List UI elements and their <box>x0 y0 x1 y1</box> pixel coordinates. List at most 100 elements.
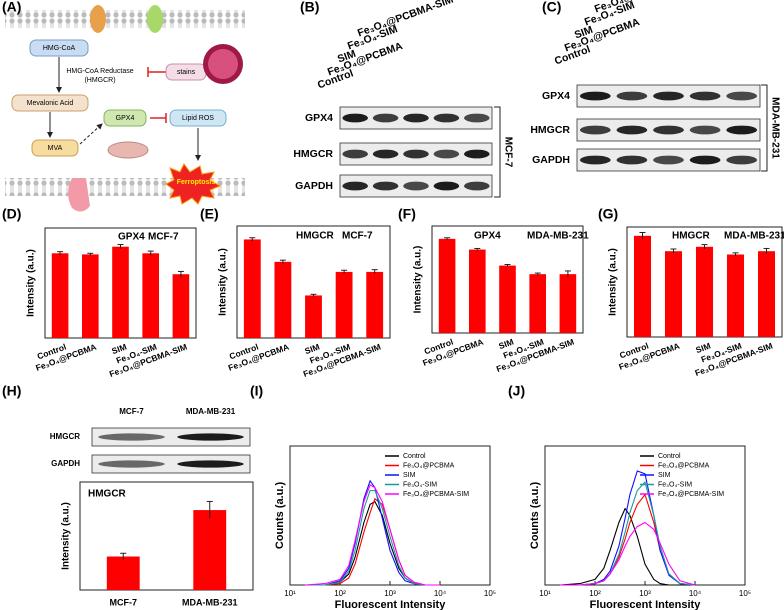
bar <box>193 510 227 590</box>
legend-label: Fe₃O₄-SIM <box>658 481 692 488</box>
y-axis-label: Intensity (a.u.) <box>608 248 619 316</box>
row-label: GPX4 <box>305 112 333 124</box>
bar <box>81 254 99 338</box>
lane-label: MCF-7 <box>119 407 144 416</box>
x-tick-label: SIM <box>694 341 712 356</box>
band <box>342 113 368 123</box>
legend-label: Control <box>658 453 681 460</box>
panel-label: (B) <box>300 0 319 15</box>
legend-label: SIM <box>658 472 671 479</box>
panel-label: (H) <box>2 383 21 399</box>
legend-label: Fe₃O₄@PCBMA-SIM <box>658 491 724 498</box>
x-tick-label: 10⁵ <box>739 589 751 598</box>
y-axis-label: Intensity (a.u.) <box>413 246 424 314</box>
cell-line-label: MDA-MB-231 <box>769 97 780 159</box>
axis-frame <box>79 481 254 591</box>
band <box>689 91 721 101</box>
bar <box>695 246 714 337</box>
panel-label: (A) <box>2 0 21 15</box>
row-label: HMGCR <box>50 432 80 441</box>
lane-label: MDA-MB-231 <box>186 407 236 416</box>
bar <box>243 239 261 338</box>
node <box>31 139 79 157</box>
band <box>403 149 429 159</box>
panel-label: (C) <box>542 0 561 15</box>
legend-label: Control <box>403 453 426 460</box>
annotation: MCF-7 <box>342 231 373 242</box>
bar <box>172 274 190 338</box>
legend-label: Fe₃O₄@PCBMA <box>403 462 455 469</box>
bar <box>142 253 160 338</box>
curve <box>305 497 440 586</box>
annotation: MCF-7 <box>148 232 179 243</box>
band <box>464 113 490 123</box>
bracket <box>494 106 501 198</box>
band <box>726 125 758 135</box>
annotation: GPX4 <box>474 231 501 242</box>
enzyme-label: HMG-CoA Reductase <box>66 68 133 75</box>
x-tick-label: 10⁵ <box>484 589 496 598</box>
legend-label: Fe₃O₄@PCBMA <box>658 462 710 469</box>
pathway-diagram: HMG-CoA HMG-CoA Reductase (HMGCR) stains… <box>5 5 245 212</box>
panel-label: (E) <box>200 206 219 222</box>
row-label: GAPDH <box>295 180 333 192</box>
band <box>177 433 244 441</box>
bar <box>305 295 322 338</box>
band <box>689 125 721 135</box>
band <box>689 155 721 165</box>
node-label: Lipid ROS <box>182 115 214 122</box>
x-axis-label: Fluorescent Intensity <box>590 599 702 610</box>
band <box>372 149 399 159</box>
band <box>726 91 758 101</box>
band <box>98 460 165 468</box>
bar <box>112 246 129 338</box>
curve <box>560 507 695 586</box>
annotation: MDA-MB-231 <box>724 231 784 242</box>
bar <box>664 251 683 337</box>
curve <box>305 489 440 586</box>
ferroptosis-burst <box>165 163 222 205</box>
bar <box>633 235 652 337</box>
legend-label: Fe₃O₄-SIM <box>403 481 437 488</box>
x-tick-label: 10³ <box>639 589 651 598</box>
band <box>433 181 460 191</box>
protein <box>90 5 106 33</box>
annotation: MDA-MB-231 <box>527 231 589 242</box>
enzyme-label: (HMGCR) <box>84 77 115 84</box>
node-label: MVA <box>48 145 63 152</box>
band <box>616 125 648 135</box>
x-tick-label: 10¹ <box>539 589 551 598</box>
bar <box>726 254 745 337</box>
y-axis-label: Intensity (a.u.) <box>26 249 37 317</box>
x-tick-label: 10³ <box>384 589 396 598</box>
band <box>464 181 490 191</box>
row-label: GAPDH <box>532 154 570 166</box>
band <box>433 113 460 123</box>
bar <box>438 238 456 333</box>
bar <box>559 274 577 333</box>
y-axis-label: Intensity (a.u.) <box>218 248 229 316</box>
band <box>403 113 429 123</box>
band <box>342 181 368 191</box>
band <box>342 149 368 159</box>
protein <box>147 5 163 33</box>
bracket <box>761 84 768 172</box>
x-tick-label: 10² <box>334 589 346 598</box>
node-label: stains <box>177 69 196 76</box>
x-tick-label: 10¹ <box>284 589 296 598</box>
x-tick-label: 10² <box>589 589 601 598</box>
band <box>464 149 490 159</box>
cell-icon <box>208 49 238 79</box>
axis-frame <box>289 445 491 586</box>
row-label: HMGCR <box>293 148 333 160</box>
panel-label: (G) <box>598 206 618 222</box>
node-label: HMG-CoA <box>43 45 76 52</box>
band <box>616 91 648 101</box>
bar <box>757 251 776 337</box>
x-axis-label: Fluorescent Intensity <box>335 599 447 610</box>
band <box>653 91 684 101</box>
y-axis-label: Counts (a.u.) <box>529 482 541 550</box>
protein <box>68 178 90 212</box>
annotation: HMGCR <box>296 231 335 242</box>
band <box>616 155 648 165</box>
